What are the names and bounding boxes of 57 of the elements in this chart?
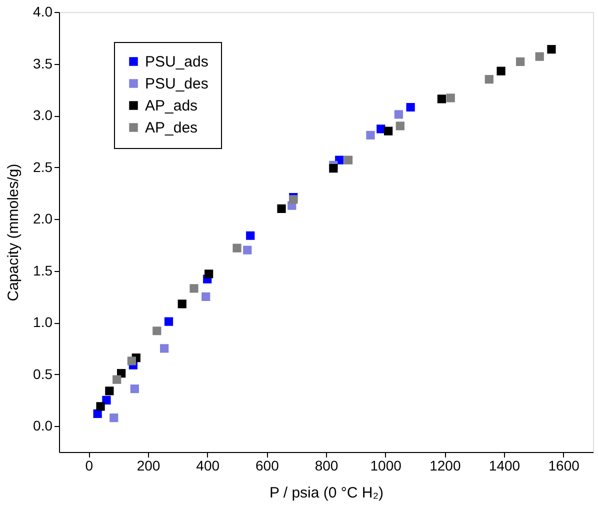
point (384, 126, 393, 136)
point (535, 52, 544, 61)
legend-label: AP_des (145, 120, 198, 136)
point (496, 66, 506, 76)
point (446, 94, 455, 102)
point (396, 122, 404, 130)
point (437, 94, 446, 104)
legend-label: PSU_ads (145, 54, 208, 70)
x-tick-label: 600 (255, 458, 280, 474)
point (110, 414, 118, 422)
legend-label: AP_ads (145, 98, 198, 114)
point (406, 102, 415, 112)
point (232, 244, 242, 252)
point (127, 356, 136, 366)
point (366, 130, 375, 140)
point (202, 292, 210, 302)
y-tick-label: 0.5 (33, 366, 53, 382)
x-tick-label: 1200 (430, 458, 461, 474)
point (243, 246, 252, 254)
x-tick-label: 1600 (548, 458, 580, 474)
x-tick-label: 0 (85, 458, 94, 474)
point (516, 57, 525, 66)
x-tick-label: 1400 (488, 458, 520, 474)
point (164, 317, 174, 326)
point (204, 270, 214, 278)
point (160, 344, 169, 353)
point (112, 375, 122, 384)
x-tick-label: 800 (314, 458, 338, 474)
point (130, 384, 139, 394)
point (178, 300, 186, 308)
point (394, 110, 403, 119)
point (376, 124, 386, 134)
y-tick-label: 2.0 (33, 210, 53, 227)
y-axis-title: Capacity (mmoles/g) (5, 164, 22, 302)
point (277, 204, 286, 214)
point (344, 156, 353, 164)
point (102, 396, 111, 405)
point (190, 284, 198, 293)
x-axis-title: P / psia (0 °C H₂) (269, 484, 384, 502)
y-tick-label: 2.5 (33, 158, 53, 175)
y-tick-label: 1.5 (33, 262, 53, 278)
x-tick-label: 400 (196, 458, 220, 474)
x-tick-label: 1000 (370, 458, 402, 474)
point (152, 326, 162, 336)
point (105, 386, 114, 396)
x-tick-label: 200 (136, 458, 160, 474)
y-tick-label: 0.0 (33, 418, 53, 434)
y-tick-label: 3.5 (33, 55, 53, 72)
y-tick-label: 1.0 (33, 314, 53, 330)
point (484, 74, 494, 84)
y-tick-label: 3.0 (33, 107, 53, 124)
point (246, 231, 255, 240)
point (547, 44, 556, 54)
y-tick-label: 4.0 (33, 4, 53, 20)
point (96, 402, 105, 411)
point (329, 164, 338, 173)
legend-label: PSU_des (145, 76, 208, 92)
